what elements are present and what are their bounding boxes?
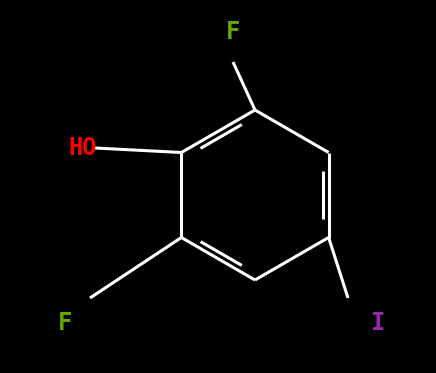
Text: F: F bbox=[58, 311, 72, 335]
Text: I: I bbox=[371, 311, 385, 335]
Text: F: F bbox=[226, 20, 240, 44]
Text: HO: HO bbox=[68, 136, 96, 160]
